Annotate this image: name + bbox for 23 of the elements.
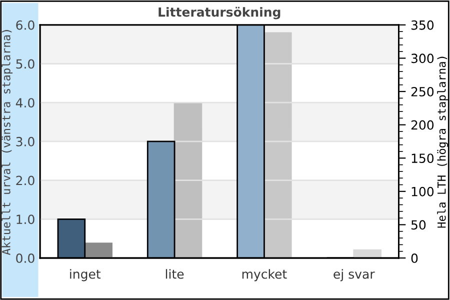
y-tick-label: 3.0	[16, 136, 34, 146]
y-tick-label: 5.0	[16, 59, 34, 69]
y-tick-label: 2.0	[16, 176, 34, 186]
y-tick-label: 6.0	[16, 20, 34, 30]
chart-title: Litteratursökning	[158, 6, 280, 20]
y2-tick-label: 350	[411, 20, 434, 30]
x-tick-label: ej svar	[334, 269, 375, 282]
y2-tick-label: 50	[411, 220, 426, 230]
y-tick-label: 4.0	[16, 98, 34, 108]
y2-tick-label: 300	[411, 54, 434, 64]
y2-tick-label: 0	[411, 253, 418, 263]
y2-tick-label: 100	[412, 186, 434, 196]
y-tick-label: 1.0	[16, 214, 34, 224]
y2-axis-title: Hela LTH (högra staplarna)	[437, 56, 448, 228]
y2-tick-label: 150	[412, 154, 434, 164]
y2-tick-label: 250	[411, 86, 434, 96]
y2-tick-label: 200	[411, 120, 434, 130]
y-axis-title: Aktuellt urval (vänstra staplarna)	[2, 30, 13, 255]
x-tick-label: mycket	[242, 269, 287, 282]
bar	[353, 249, 382, 258]
x-tick-label: lite	[166, 269, 184, 279]
x-tick-label: inget	[70, 269, 101, 282]
y-tick-label: 0.0	[16, 253, 34, 263]
